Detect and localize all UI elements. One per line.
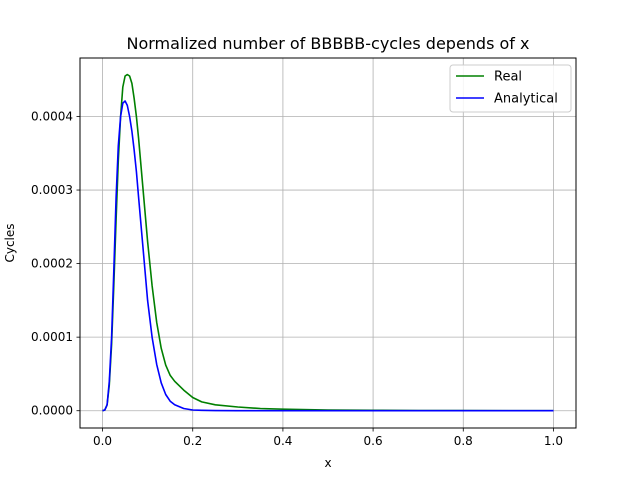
x-tick-label: 0.0 xyxy=(93,434,112,448)
x-axis-label: x xyxy=(324,456,331,470)
y-tick-label: 0.0002 xyxy=(31,257,73,271)
series-layer xyxy=(102,73,554,412)
x-tick-label: 0.2 xyxy=(183,434,202,448)
y-tick-label: 0.0001 xyxy=(31,330,73,344)
x-tick-label: 1.0 xyxy=(544,434,563,448)
x-tick-label: 0.4 xyxy=(273,434,292,448)
y-tick-label: 0.0003 xyxy=(31,183,73,197)
legend-label-real: Real xyxy=(494,70,522,85)
legend-label-analytical: Analytical xyxy=(494,92,558,107)
x-tick-label: 0.6 xyxy=(364,434,383,448)
chart-title: Normalized number of BBBBB-cycles depend… xyxy=(127,34,530,53)
legend: Real Analytical xyxy=(449,64,572,113)
series-line-real xyxy=(102,73,554,412)
series-line-analytical xyxy=(102,100,554,412)
grid xyxy=(80,58,576,428)
x-axis: 0.0 0.2 0.4 0.6 0.8 1.0 xyxy=(93,428,563,448)
y-tick-label: 0.0004 xyxy=(31,109,73,123)
x-tick-label: 0.8 xyxy=(454,434,473,448)
y-tick-label: 0.0000 xyxy=(31,404,73,418)
plot-frame xyxy=(79,57,577,429)
y-axis-label: Cycles xyxy=(3,223,17,262)
y-axis: 0.0000 0.0001 0.0002 0.0003 0.0004 xyxy=(31,109,80,418)
